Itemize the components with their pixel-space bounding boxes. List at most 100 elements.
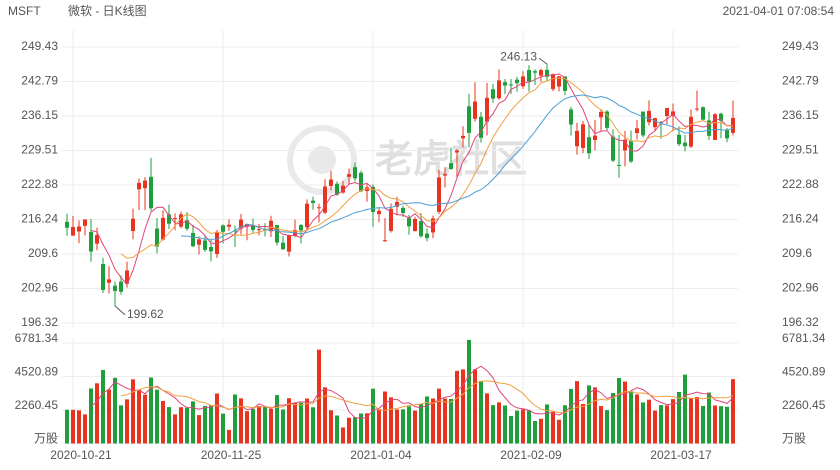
volume-bar bbox=[425, 396, 429, 444]
y-tick-label: 236.15 bbox=[21, 108, 58, 122]
volume-bar bbox=[569, 388, 573, 444]
volume-bar bbox=[515, 410, 519, 444]
volume-bar bbox=[197, 415, 201, 444]
volume-bar bbox=[533, 421, 537, 444]
volume-tick-label-right: 万股 bbox=[782, 432, 806, 446]
candle-body bbox=[443, 174, 447, 176]
volume-bar bbox=[635, 394, 639, 444]
x-tick-label: 2020-10-21 bbox=[50, 448, 112, 462]
candle-body bbox=[557, 76, 561, 87]
y-tick-label: 209.6 bbox=[28, 246, 58, 260]
volume-bar bbox=[317, 349, 321, 444]
volume-bar bbox=[617, 377, 621, 444]
candle-body bbox=[101, 264, 105, 290]
candle-body bbox=[131, 218, 135, 232]
volume-bar bbox=[185, 407, 189, 444]
candle-body bbox=[113, 285, 117, 292]
volume-bar bbox=[305, 398, 309, 444]
candle-body bbox=[689, 116, 693, 147]
volume-bar bbox=[485, 393, 489, 444]
volume-bar bbox=[203, 405, 207, 444]
volume-bar bbox=[521, 409, 525, 444]
volume-bar bbox=[233, 394, 237, 444]
candle-body bbox=[647, 110, 651, 123]
volume-bar bbox=[281, 409, 285, 444]
volume-bar bbox=[389, 397, 393, 444]
candle-body bbox=[347, 174, 351, 177]
candle-body bbox=[77, 226, 81, 232]
candle-body bbox=[563, 76, 567, 91]
volume-ma-line bbox=[120, 380, 734, 414]
candle-body bbox=[107, 279, 111, 283]
candle-body bbox=[473, 101, 477, 119]
candle-body bbox=[245, 224, 249, 227]
candle-body bbox=[173, 218, 177, 220]
watermark-logo bbox=[287, 125, 357, 195]
candle-body bbox=[377, 210, 381, 215]
ma-line bbox=[120, 77, 734, 259]
candle-body bbox=[281, 242, 285, 250]
candle-body bbox=[233, 230, 237, 232]
volume-bar bbox=[551, 411, 555, 444]
volume-bar bbox=[329, 410, 333, 444]
chart-title: 微软 - 日K线图 bbox=[68, 4, 147, 18]
volume-bar bbox=[377, 409, 381, 444]
candle-body bbox=[707, 120, 711, 136]
candle-body bbox=[587, 137, 591, 154]
candle-body bbox=[641, 111, 645, 136]
volume-tick-label-right: 6781.34 bbox=[782, 331, 826, 345]
volume-tick-label: 万股 bbox=[34, 432, 58, 446]
volume-bar bbox=[371, 388, 375, 444]
candle-body bbox=[437, 177, 441, 212]
candle-body bbox=[683, 142, 687, 147]
volume-bar bbox=[599, 406, 603, 444]
volume-bar bbox=[395, 409, 399, 444]
candle-body bbox=[419, 221, 423, 237]
candle-body bbox=[125, 270, 129, 284]
candle-body bbox=[251, 225, 255, 230]
volume-bar bbox=[713, 405, 717, 444]
high-leader bbox=[538, 57, 548, 65]
volume-tick-label: 2260.45 bbox=[15, 398, 59, 412]
volume-bar bbox=[227, 429, 231, 444]
volume-bar bbox=[419, 403, 423, 444]
candle-body bbox=[611, 136, 615, 161]
candle-body bbox=[185, 220, 189, 229]
volume-bar bbox=[479, 381, 483, 444]
candle-body bbox=[149, 176, 153, 209]
volume-bar bbox=[149, 377, 153, 444]
volume-bar bbox=[707, 392, 711, 444]
candle-body bbox=[575, 130, 579, 147]
x-tick-label: 2021-03-17 bbox=[650, 448, 712, 462]
volume-bar bbox=[167, 407, 171, 444]
volume-bar bbox=[725, 406, 729, 444]
candle-body bbox=[257, 229, 261, 231]
candle-body bbox=[83, 219, 87, 226]
y-tick-label-right: 222.88 bbox=[782, 177, 819, 191]
candle-body bbox=[467, 106, 471, 133]
y-tick-label-right: 229.51 bbox=[782, 143, 819, 157]
candle-body bbox=[239, 219, 243, 229]
candle-body bbox=[161, 217, 165, 240]
ma-line bbox=[180, 94, 734, 240]
volume-bar bbox=[575, 381, 579, 444]
timestamp: 2021-04-01 07:08:54 bbox=[723, 4, 835, 18]
volume-bar bbox=[335, 415, 339, 444]
candle-body bbox=[155, 228, 159, 247]
candle-body bbox=[383, 240, 387, 242]
volume-bar bbox=[359, 413, 363, 444]
volume-bar bbox=[311, 407, 315, 444]
volume-bar bbox=[437, 388, 441, 444]
y-tick-label-right: 242.79 bbox=[782, 74, 819, 88]
candle-body bbox=[275, 225, 279, 243]
candle-body bbox=[215, 231, 219, 255]
volume-bar bbox=[431, 398, 435, 444]
y-tick-label: 196.32 bbox=[21, 315, 58, 329]
volume-bar bbox=[611, 392, 615, 444]
volume-bar bbox=[71, 409, 75, 444]
volume-bar bbox=[509, 415, 513, 444]
volume-bar bbox=[527, 410, 531, 444]
candle-body bbox=[341, 185, 345, 193]
candle-body bbox=[287, 234, 291, 252]
candle-body bbox=[509, 84, 513, 86]
